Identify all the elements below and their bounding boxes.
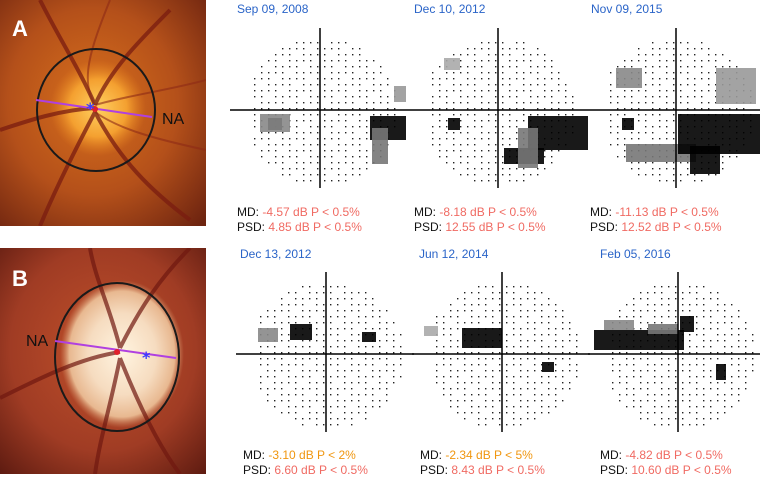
- visual-field-plot: [408, 28, 588, 188]
- md-prefix: MD:: [243, 448, 269, 462]
- psd-prefix: PSD:: [420, 463, 452, 477]
- field-date: Nov 09, 2015: [591, 2, 663, 16]
- svg-text:*: *: [86, 99, 95, 118]
- visual-field-plot: [588, 272, 760, 432]
- psd-prefix: PSD:: [414, 220, 446, 234]
- visual-field-plot: [586, 28, 760, 188]
- visual-field-plot: [236, 272, 414, 432]
- field-stats: MD: -4.57 dB P < 0.5% PSD: 4.85 dB P < 0…: [237, 205, 362, 235]
- md-value: -2.34 dB P < 5%: [445, 448, 533, 462]
- psd-value: 6.60 dB P < 0.5%: [274, 463, 368, 477]
- field-stats: MD: -3.10 dB P < 2% PSD: 6.60 dB P < 0.5…: [243, 448, 368, 478]
- md-value: -4.82 dB P < 0.5%: [625, 448, 723, 462]
- field-date: Dec 10, 2012: [414, 2, 486, 16]
- md-value: -3.10 dB P < 2%: [268, 448, 356, 462]
- md-prefix: MD:: [414, 205, 440, 219]
- fundus-photo-a: *: [0, 0, 206, 226]
- fundus-photo-b: *: [0, 248, 206, 474]
- field-date: Dec 13, 2012: [240, 247, 312, 261]
- visual-field-plot: [230, 28, 408, 188]
- md-prefix: MD:: [237, 205, 263, 219]
- md-value: -4.57 dB P < 0.5%: [262, 205, 360, 219]
- md-prefix: MD:: [600, 448, 626, 462]
- psd-prefix: PSD:: [237, 220, 269, 234]
- md-value: -11.13 dB P < 0.5%: [615, 205, 719, 219]
- visual-field-plot: [412, 272, 590, 432]
- psd-value: 8.43 dB P < 0.5%: [451, 463, 545, 477]
- panel-label-b: B: [12, 266, 28, 291]
- psd-value: 12.52 dB P < 0.5%: [621, 220, 722, 234]
- psd-value: 12.55 dB P < 0.5%: [445, 220, 546, 234]
- field-stats: MD: -2.34 dB P < 5% PSD: 8.43 dB P < 0.5…: [420, 448, 545, 478]
- md-value: -8.18 dB P < 0.5%: [439, 205, 537, 219]
- svg-text:*: *: [142, 348, 151, 367]
- nasal-label-a: NA: [162, 111, 185, 128]
- md-prefix: MD:: [590, 205, 616, 219]
- field-date: Feb 05, 2016: [600, 247, 671, 261]
- psd-value: 4.85 dB P < 0.5%: [268, 220, 362, 234]
- panel-label-a: A: [12, 16, 28, 41]
- field-stats: MD: -4.82 dB P < 0.5% PSD: 10.60 dB P < …: [600, 448, 732, 478]
- psd-prefix: PSD:: [600, 463, 632, 477]
- field-stats: MD: -11.13 dB P < 0.5% PSD: 12.52 dB P <…: [590, 205, 722, 235]
- nasal-label-b: NA: [26, 333, 49, 350]
- psd-prefix: PSD:: [243, 463, 275, 477]
- psd-prefix: PSD:: [590, 220, 622, 234]
- field-date: Sep 09, 2008: [237, 2, 309, 16]
- psd-value: 10.60 dB P < 0.5%: [631, 463, 732, 477]
- field-stats: MD: -8.18 dB P < 0.5% PSD: 12.55 dB P < …: [414, 205, 546, 235]
- field-date: Jun 12, 2014: [419, 247, 489, 261]
- md-prefix: MD:: [420, 448, 446, 462]
